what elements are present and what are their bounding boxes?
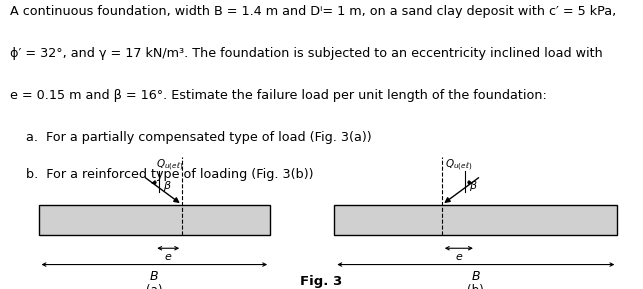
Text: $B$: $B$ [149, 270, 159, 283]
Bar [334, 205, 617, 235]
Text: a.  For a partially compensated type of load (Fig. 3(a)): a. For a partially compensated type of l… [10, 131, 371, 144]
Text: b.  For a reinforced type of loading (Fig. 3(b)): b. For a reinforced type of loading (Fig… [10, 168, 313, 181]
Text: $B$: $B$ [471, 270, 481, 283]
Text: (b): (b) [467, 284, 484, 289]
Text: $\beta$: $\beta$ [163, 179, 172, 193]
Text: $e$: $e$ [455, 252, 463, 262]
Text: $Q_{u(e\ell)}$: $Q_{u(e\ell)}$ [156, 158, 183, 173]
Text: Fig. 3: Fig. 3 [300, 275, 343, 288]
Text: ϕ′ = 32°, and γ = 17 kN/m³. The foundation is subjected to an eccentricity incli: ϕ′ = 32°, and γ = 17 kN/m³. The foundati… [10, 47, 602, 60]
Text: $\beta$: $\beta$ [469, 179, 477, 193]
Bar [39, 205, 270, 235]
Text: A continuous foundation, width B = 1.4 m and Dⁱ= 1 m, on a sand clay deposit wit: A continuous foundation, width B = 1.4 m… [10, 5, 616, 18]
Text: (a): (a) [146, 284, 163, 289]
Text: e = 0.15 m and β = 16°. Estimate the failure load per unit length of the foundat: e = 0.15 m and β = 16°. Estimate the fai… [10, 89, 547, 102]
Text: $Q_{u(e\ell)}$: $Q_{u(e\ell)}$ [446, 158, 473, 173]
Text: $e$: $e$ [164, 252, 172, 262]
